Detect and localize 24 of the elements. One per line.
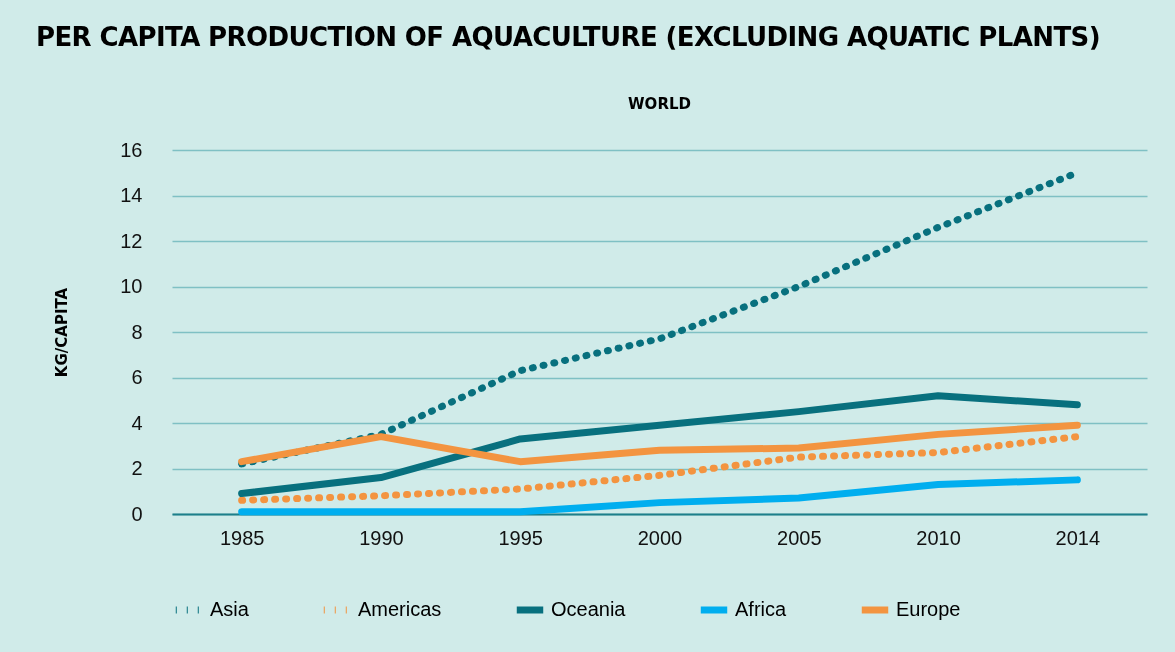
y-tick-label: 14 [120, 184, 143, 206]
legend-label: Oceania [551, 598, 627, 620]
y-tick-label: 6 [131, 366, 143, 388]
y-tick-label: 16 [120, 138, 143, 161]
y-tick-label: 0 [131, 502, 143, 525]
x-tick-label: 2010 [916, 526, 961, 549]
legend-label: Asia [210, 598, 250, 620]
x-tick-label: 1995 [498, 526, 543, 549]
legend-label: Americas [358, 598, 442, 620]
legend-label: Africa [735, 598, 787, 620]
x-tick-label: 2014 [1055, 526, 1101, 549]
y-tick-label: 8 [131, 320, 143, 343]
x-tick-label: 2005 [777, 526, 822, 549]
y-tick-label: 4 [131, 411, 143, 434]
legend-label: Europe [896, 598, 961, 620]
x-tick-label: 2000 [637, 526, 683, 549]
y-tick-label: 2 [131, 457, 143, 479]
y-tick-label: 10 [120, 275, 143, 297]
x-tick-label: 1990 [359, 526, 404, 549]
y-axis-title: KG/CAPITA [53, 287, 72, 378]
chart-title: PER CAPITA PRODUCTION OF AQUACULTURE (EXCLUDING AQUATIC PLANTS) [35, 21, 1101, 54]
chart-subtitle: WORLD [628, 95, 691, 113]
x-tick-label: 1985 [219, 526, 265, 549]
y-tick-label: 12 [120, 229, 143, 252]
